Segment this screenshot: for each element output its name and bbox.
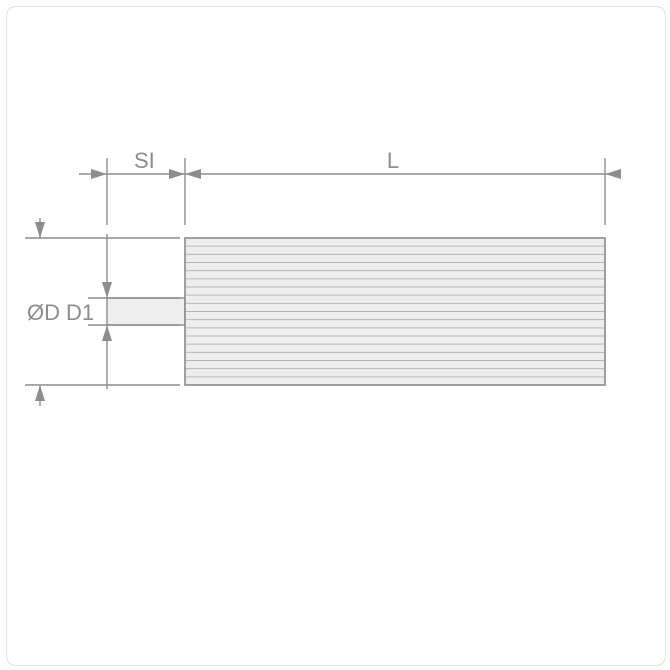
diagram-canvas: SI L D1 ØD (0, 0, 670, 670)
dimension-label-d1: D1 (66, 300, 94, 326)
dimension-label-d: ØD (27, 300, 60, 326)
diagram-svg (0, 0, 670, 670)
dimension-label-si: SI (134, 148, 155, 174)
dimension-label-l: L (387, 148, 399, 174)
